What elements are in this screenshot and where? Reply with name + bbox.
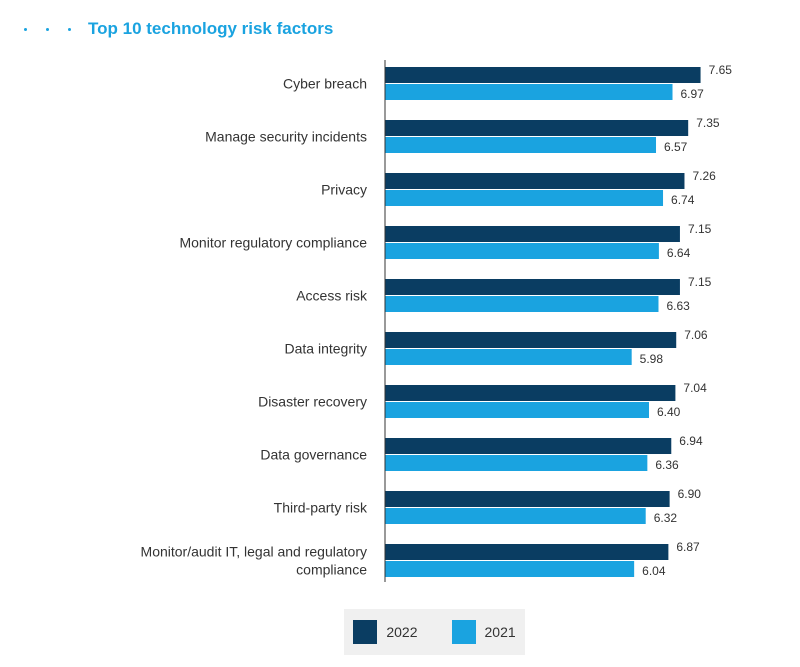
bar-2022-3 bbox=[385, 173, 685, 189]
value-label-2021-2: 6.57 bbox=[664, 140, 688, 154]
bar-2022-6 bbox=[385, 332, 677, 348]
chart-header: • • • Top 10 technology risk factors bbox=[24, 17, 333, 41]
decorative-dots: • • • bbox=[24, 27, 71, 31]
value-label-2022-6: 7.06 bbox=[684, 328, 708, 342]
value-label-2022-1: 7.65 bbox=[709, 63, 733, 77]
bar-2021-10 bbox=[385, 561, 635, 577]
legend-item-2021[interactable]: 2021 bbox=[451, 620, 516, 644]
category-label-7: Disaster recovery bbox=[258, 394, 367, 410]
value-label-2022-9: 6.90 bbox=[678, 487, 702, 501]
value-label-2022-3: 7.26 bbox=[692, 169, 716, 183]
bar-2022-9 bbox=[385, 491, 670, 507]
chart-title: Top 10 technology risk factors bbox=[88, 19, 334, 38]
category-label-3: Privacy bbox=[321, 182, 367, 198]
dot-icon: • bbox=[68, 27, 71, 31]
value-label-2022-10: 6.87 bbox=[676, 540, 700, 554]
bar-2021-2 bbox=[385, 137, 657, 153]
legend-label-2022: 2022 bbox=[386, 624, 418, 640]
category-label-9: Third-party risk bbox=[274, 500, 368, 516]
value-label-2022-2: 7.35 bbox=[696, 116, 720, 130]
bar-2022-8 bbox=[385, 438, 672, 454]
bar-2022-1 bbox=[385, 67, 701, 83]
bar-chart: 7.65 6.97 Cyber breach 7.35 6.57 Manage secur… bbox=[141, 60, 733, 582]
value-label-2021-9: 6.32 bbox=[654, 511, 678, 525]
bar-2022-7 bbox=[385, 385, 676, 401]
value-label-2022-8: 6.94 bbox=[679, 434, 703, 448]
value-label-2021-4: 6.64 bbox=[667, 246, 691, 260]
legend-item-2022[interactable]: 2022 bbox=[353, 620, 418, 644]
bar-2021-6 bbox=[385, 349, 632, 365]
bar-2021-9 bbox=[385, 508, 646, 524]
value-label-2021-8: 6.36 bbox=[655, 458, 679, 472]
legend-swatch-2021 bbox=[451, 620, 476, 644]
legend-swatch-2022 bbox=[353, 620, 378, 644]
bar-2021-7 bbox=[385, 402, 649, 418]
category-label-2: Manage security incidents bbox=[205, 129, 367, 145]
bar-2021-4 bbox=[385, 243, 659, 259]
category-label-10: Monitor/audit IT, legal and regulatory co… bbox=[141, 544, 368, 578]
value-label-2021-3: 6.74 bbox=[671, 193, 695, 207]
category-label-6: Data integrity bbox=[285, 341, 367, 357]
value-label-2022-5: 7.15 bbox=[688, 275, 712, 289]
dot-icon: • bbox=[24, 27, 27, 31]
value-label-2021-1: 6.97 bbox=[681, 87, 705, 101]
bar-2021-8 bbox=[385, 455, 648, 471]
value-label-2021-10: 6.04 bbox=[642, 564, 666, 578]
value-label-2021-5: 6.63 bbox=[666, 299, 690, 313]
value-label-2021-6: 5.98 bbox=[640, 352, 664, 366]
category-label-4: Monitor regulatory compliance bbox=[179, 235, 367, 251]
bar-2021-3 bbox=[385, 190, 664, 206]
value-label-2022-4: 7.15 bbox=[688, 222, 712, 236]
dot-icon: • bbox=[46, 27, 49, 31]
legend: 2022 2021 bbox=[344, 609, 525, 655]
legend-label-2021: 2021 bbox=[484, 624, 516, 640]
category-label-5: Access risk bbox=[296, 288, 368, 304]
value-label-2021-7: 6.40 bbox=[657, 405, 681, 419]
value-label-2022-7: 7.04 bbox=[683, 381, 707, 395]
bar-2021-5 bbox=[385, 296, 659, 312]
bar-2022-5 bbox=[385, 279, 680, 295]
bar-2022-4 bbox=[385, 226, 680, 242]
bar-2022-10 bbox=[385, 544, 669, 560]
bar-2021-1 bbox=[385, 84, 673, 100]
category-label-1: Cyber breach bbox=[283, 76, 367, 92]
bar-2022-2 bbox=[385, 120, 689, 136]
category-label-8: Data governance bbox=[260, 447, 367, 463]
